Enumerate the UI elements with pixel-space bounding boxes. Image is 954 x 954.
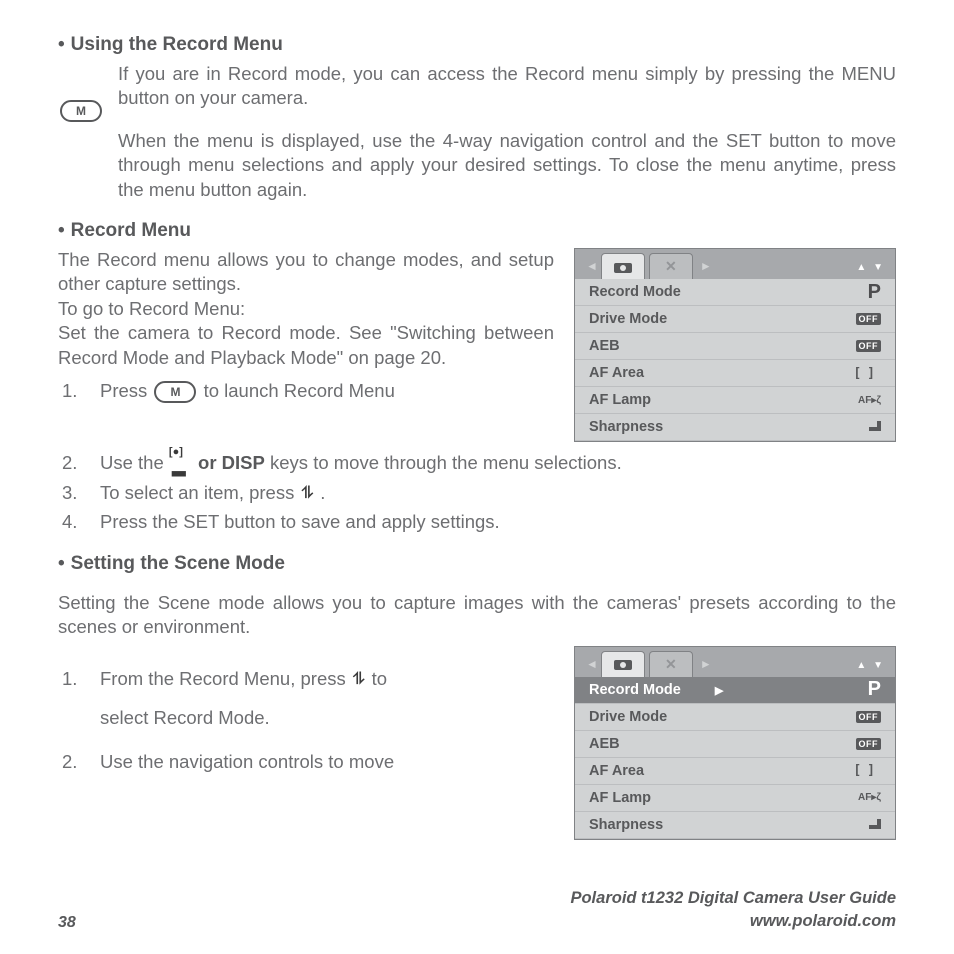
wrench-icon: ✕ [665, 656, 677, 673]
step-2: Use the or DISP keys to move through the… [58, 448, 896, 478]
off-badge-icon: OFF [856, 738, 882, 750]
section-using-record-menu: •Using the Record Menu M If you are in R… [58, 34, 896, 202]
menu-list-2: Record Mode▶ P Drive ModeOFF AEBOFF AF A… [575, 677, 895, 839]
tab-next-icon: ► [700, 259, 712, 273]
off-badge-icon: OFF [856, 313, 882, 325]
value-p-icon: P [868, 281, 881, 304]
section-record-menu: •Record Menu The Record menu allows you … [58, 220, 896, 537]
menu-row-record-mode: Record ModeP [575, 279, 895, 306]
value-p-icon: P [868, 678, 881, 701]
sharpness-icon [869, 421, 881, 433]
menu-row-drive-mode: Drive ModeOFF [575, 306, 895, 333]
menu-button-icon: M [154, 381, 196, 403]
record-menu-lead-1: The Record menu allows you to change mod… [58, 248, 554, 297]
menu-row-af-lamp: AF LampAF▸ζ [575, 785, 895, 812]
sharpness-icon [869, 819, 881, 831]
tab-prev-icon: ◄ [586, 657, 598, 671]
tab-next-icon: ► [700, 657, 712, 671]
tab-setup: ✕ [649, 651, 693, 677]
menu-row-sharpness: Sharpness [575, 414, 895, 441]
menu-row-sharpness: Sharpness [575, 812, 895, 839]
flash-icon: ⥮ [353, 667, 365, 693]
menu-row-record-mode-selected: Record Mode▶ P [575, 677, 895, 704]
step-3: To select an item, press ⥮ . [58, 478, 896, 508]
af-lamp-icon: AF▸ζ [858, 792, 881, 803]
record-menu-screenshot-1: ◄ ✕ ► Record ModeP Drive ModeOFF AEBOFF … [574, 248, 896, 442]
af-area-icon: [] [853, 763, 881, 778]
off-badge-icon: OFF [856, 340, 882, 352]
record-menu-lead-3: Set the camera to Record mode. See "Swit… [58, 321, 554, 370]
tab-setup: ✕ [649, 253, 693, 279]
menu-row-aeb: AEBOFF [575, 731, 895, 758]
record-menu-lead-2: To go to Record Menu: [58, 297, 554, 321]
tab-prev-icon: ◄ [586, 259, 598, 273]
para-intro-2: When the menu is displayed, use the 4-wa… [118, 129, 896, 202]
scene-step-2: Use the navigation controls to move [58, 747, 554, 777]
menu-list-1: Record ModeP Drive ModeOFF AEBOFF AF Are… [575, 279, 895, 441]
af-lamp-icon: AF▸ζ [858, 395, 881, 406]
heading-scene-mode: •Setting the Scene Mode [58, 553, 896, 575]
tab-camera [601, 253, 645, 279]
menu-button-icon: M [60, 100, 102, 122]
tab-bar: ◄ ✕ ► [575, 249, 895, 279]
camera-icon [614, 658, 632, 670]
heading-record-menu: •Record Menu [58, 220, 896, 242]
step-1: Press M to launch Record Menu [58, 376, 554, 406]
af-area-icon: [] [853, 366, 881, 381]
menu-row-aeb: AEBOFF [575, 333, 895, 360]
menu-row-af-lamp: AF LampAF▸ζ [575, 387, 895, 414]
heading-using-record-menu: •Using the Record Menu [58, 34, 896, 56]
footer-title: Polaroid t1232 Digital Camera User Guide [570, 887, 896, 909]
menu-row-af-area: AF Area[] [575, 758, 895, 785]
footer-url: www.polaroid.com [570, 910, 896, 932]
page-footer: 38 Polaroid t1232 Digital Camera User Gu… [58, 887, 896, 932]
tab-camera [601, 651, 645, 677]
menu-row-drive-mode: Drive ModeOFF [575, 704, 895, 731]
menu-row-af-area: AF Area[] [575, 360, 895, 387]
camera-icon [614, 261, 632, 273]
off-badge-icon: OFF [856, 711, 882, 723]
flash-icon: ⥮ [301, 481, 313, 507]
step-4: Press the SET button to save and apply s… [58, 507, 896, 537]
section-scene-mode: •Setting the Scene Mode Setting the Scen… [58, 553, 896, 840]
chevron-right-icon: ▶ [715, 685, 723, 697]
macro-icon [171, 456, 191, 472]
tab-bar: ◄ ✕ ► [575, 647, 895, 677]
scene-step-1: From the Record Menu, press ⥮ to select … [58, 664, 554, 733]
record-menu-screenshot-2: ◄ ✕ ► Record Mode▶ P Drive ModeOFF AEBOF… [574, 646, 896, 840]
para-intro-1: If you are in Record mode, you can acces… [118, 62, 896, 111]
page-number: 38 [58, 914, 76, 932]
scene-mode-para: Setting the Scene mode allows you to cap… [58, 591, 896, 640]
wrench-icon: ✕ [665, 258, 677, 275]
